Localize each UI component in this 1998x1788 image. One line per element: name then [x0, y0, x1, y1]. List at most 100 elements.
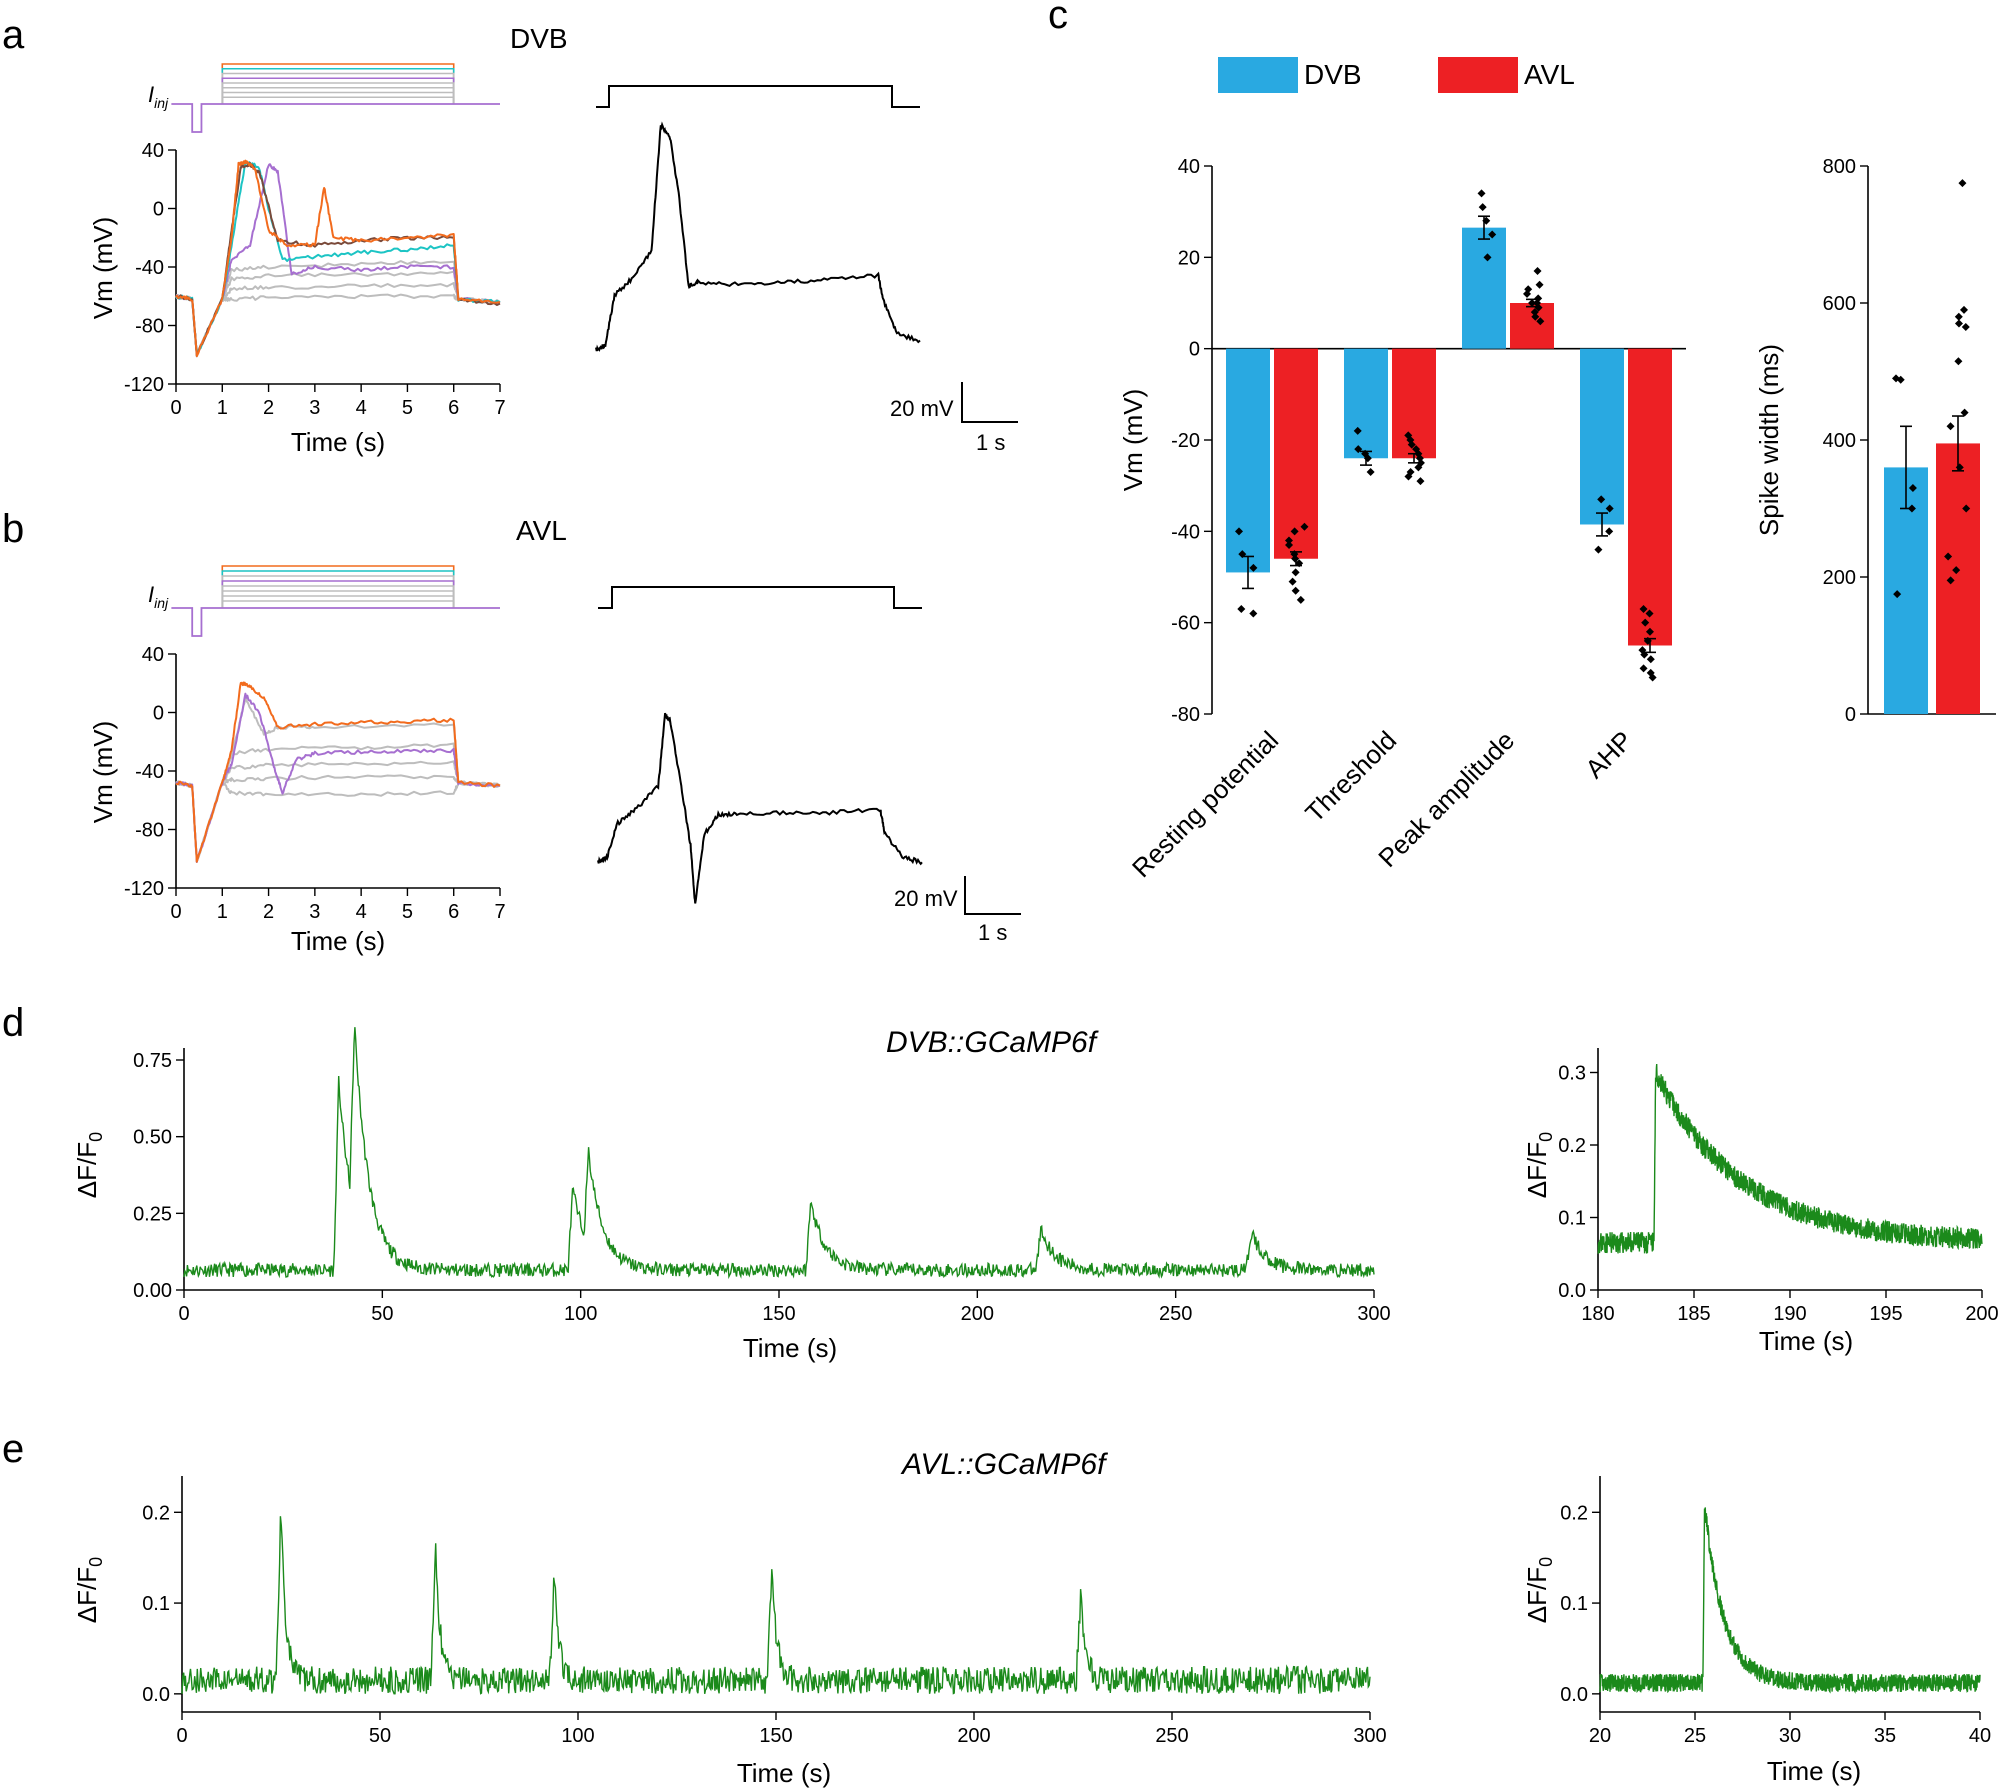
panel-b-xtick-label: 7: [494, 901, 505, 923]
data-point: [1961, 322, 1970, 331]
data-point: [1528, 299, 1537, 307]
panel-b-xtick-label: 2: [263, 901, 274, 923]
panel-d-ylabel: ΔF/F0: [72, 1132, 106, 1198]
panel-d-xtick-label: 100: [564, 1303, 597, 1325]
panel-a-ytick-label: 40: [142, 140, 164, 162]
panel-a-xlabel: Time (s): [291, 427, 385, 457]
data-point: [1296, 595, 1305, 604]
panel-a-xtick-label: 7: [494, 397, 505, 419]
calcium-trace-full: 0.75 0.50 0.25 0.00 0 50 100 150 200 250 300 ΔF/F0…: [72, 1027, 1391, 1363]
panel-d-xtick-label: 50: [371, 1303, 393, 1325]
data-point: [1523, 289, 1532, 298]
panel-e-zoom-ylabel: ΔF/F0: [1522, 1557, 1556, 1623]
data-point: [1639, 604, 1648, 613]
panel-c2-ytick-label: 0: [1845, 704, 1856, 726]
panel-a-ytick-label: -80: [135, 316, 164, 338]
data-point: [1237, 604, 1246, 613]
data-point: [1958, 179, 1967, 188]
data-point: [1288, 577, 1297, 586]
data-point: [1536, 317, 1545, 326]
data-point: [1291, 554, 1300, 563]
panel-b: AVL Iinj 40 0 -40 -80 -120 0 1 2 3 4 5 6 7 Vm (mV) …: [88, 515, 1021, 956]
panel-ez-xtick-label: 20: [1589, 1725, 1611, 1747]
bar-chart-spike-width: 800 600 400 200 0 Spike width (ms): [1754, 156, 1996, 726]
current-step: [221, 77, 455, 104]
panel-c-ytick-label: -40: [1171, 521, 1200, 543]
current-step: [221, 585, 455, 608]
panel-e-zoom-xlabel: Time (s): [1767, 1756, 1861, 1786]
panel-d-zoom-ylabel: ΔF/F0: [1522, 1132, 1556, 1198]
panel-c-ytick-label: -80: [1171, 704, 1200, 726]
bar-avl: [1392, 348, 1436, 459]
vm-trace: [175, 293, 501, 358]
panel-b-ytick-label: -80: [135, 820, 164, 842]
panel-b-xtick-label: 5: [402, 901, 413, 923]
panel-a-ylabel: Vm (mV): [88, 217, 118, 320]
example-vm-trace: [597, 712, 923, 904]
panel-c-ytick-label: 0: [1189, 339, 1200, 361]
example-command-step: [596, 85, 920, 108]
panel-e-xtick-label: 200: [957, 1725, 990, 1747]
scale-bar: 20 mV 1 s: [890, 382, 1018, 455]
data-point: [1235, 527, 1244, 536]
panel-e-ytick-label: 0.0: [142, 1684, 170, 1706]
holding-current: [171, 103, 500, 133]
panel-letter-d: d: [2, 1001, 24, 1045]
current-injection-steps: [171, 63, 500, 133]
panel-e-xtick-label: 100: [561, 1725, 594, 1747]
panel-e-xtick-label: 150: [759, 1725, 792, 1747]
data-point: [1284, 536, 1293, 545]
panel-ez-ytick-label: 0.2: [1560, 1502, 1588, 1524]
panel-a-xtick-label: 6: [448, 397, 459, 419]
scale-bar-voltage: 20 mV: [894, 886, 958, 911]
data-point: [1416, 477, 1425, 486]
data-point: [1946, 576, 1955, 585]
data-point: [1366, 467, 1375, 476]
calcium-trace: [1597, 1063, 1983, 1255]
panel-e-ytick-label: 0.1: [142, 1593, 170, 1615]
panel-e-xtick-label: 0: [176, 1725, 187, 1747]
current-step: [221, 590, 455, 608]
data-point: [1597, 495, 1606, 504]
calcium-trace: [181, 1516, 1371, 1695]
panel-b-xtick-label: 1: [217, 901, 228, 923]
data-point: [1907, 504, 1916, 513]
vm-trace: [175, 774, 501, 862]
data-point: [1483, 253, 1492, 262]
panel-a-title: DVB: [510, 23, 568, 54]
calcium-trace-zoom: 0.2 0.1 0.020 25 30 35 40 ΔF/F0 Time (s): [1522, 1476, 1991, 1786]
panel-dz-ytick-label: 0.3: [1558, 1063, 1586, 1085]
data-point: [1640, 650, 1649, 659]
current-injection-steps: [171, 565, 500, 637]
data-point: [1291, 586, 1300, 595]
data-point: [1952, 566, 1961, 575]
data-point: [1300, 522, 1309, 531]
legend-swatch-dvb: [1218, 57, 1298, 93]
legend: DVB AVL: [1218, 57, 1575, 93]
bar-dvb: [1462, 227, 1506, 349]
data-point: [1534, 303, 1543, 312]
panel-b-ytick-label: -120: [124, 878, 164, 900]
panel-a-iinj-label: Iinj: [148, 82, 169, 111]
data-point: [1639, 664, 1648, 673]
panel-c-ytick-label: 40: [1178, 156, 1200, 178]
bar-avl: [1936, 443, 1980, 714]
data-point: [1533, 267, 1542, 276]
scale-bar-voltage: 20 mV: [890, 396, 954, 421]
data-point: [1605, 527, 1614, 536]
scale-bar-time: 1 s: [978, 920, 1007, 945]
current-step: [221, 86, 455, 104]
panel-a-xtick-label: 4: [356, 397, 367, 419]
panel-b-xtick-label: 3: [309, 901, 320, 923]
panel-letter-b: b: [2, 507, 24, 551]
data-point: [1404, 472, 1413, 481]
data-point: [1960, 408, 1969, 417]
data-point: [1893, 590, 1902, 599]
data-point: [1363, 454, 1372, 463]
data-point: [1646, 655, 1655, 664]
legend-swatch-avl: [1438, 57, 1518, 93]
example-command-step: [598, 586, 922, 609]
panel-c-ytick-label: -20: [1171, 430, 1200, 452]
